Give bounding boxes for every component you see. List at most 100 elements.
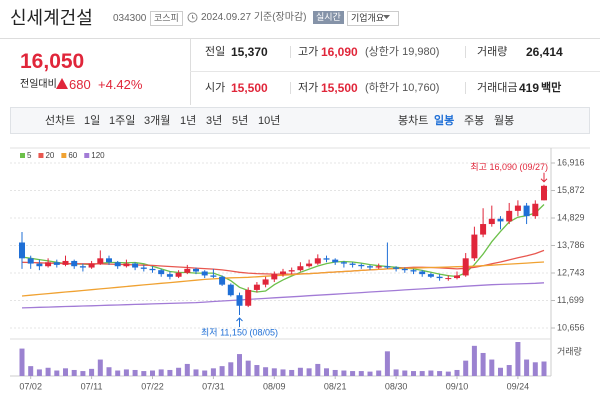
period-tab[interactable]: 3년 xyxy=(206,115,223,127)
tab-label: 봉차트 xyxy=(398,115,429,127)
candle-body xyxy=(462,258,469,276)
volume-bar xyxy=(324,368,329,376)
candle-body xyxy=(253,284,260,290)
candle-body xyxy=(88,263,95,268)
summary-label: 고가 xyxy=(298,46,319,58)
volume-bar xyxy=(150,370,155,376)
tab-bar xyxy=(10,107,590,134)
candle-body xyxy=(323,258,330,260)
candle-body xyxy=(36,263,43,267)
volume-bar xyxy=(123,369,129,376)
overview-label: 기업개요 xyxy=(351,13,385,23)
summary-value: 16,090 xyxy=(321,45,358,59)
candle-body xyxy=(436,276,443,279)
candle-body xyxy=(71,260,78,267)
volume-bar xyxy=(297,367,303,376)
ma-line xyxy=(21,282,545,309)
volume-bar xyxy=(515,342,521,376)
change: 680 xyxy=(69,77,91,92)
x-tick-label: 09/24 xyxy=(507,381,530,391)
volume-label: 거래량 xyxy=(557,345,582,356)
volume-bar xyxy=(367,371,373,376)
volume-bar xyxy=(202,370,208,376)
period-tab[interactable]: 1년 xyxy=(180,115,197,127)
volume-bar xyxy=(532,362,538,376)
volume-bar xyxy=(167,369,173,376)
candle-body xyxy=(123,263,130,267)
volume-bar xyxy=(428,370,434,376)
candle-body xyxy=(454,275,460,279)
volume-bar xyxy=(176,367,182,376)
y-tick-label: 12,743 xyxy=(557,267,585,277)
candle-body xyxy=(523,205,530,217)
legend-swatch xyxy=(61,153,67,158)
volume-bar xyxy=(71,369,77,376)
candle-body xyxy=(532,203,539,217)
volume-bar xyxy=(350,371,356,376)
date: 2024.09.27 기준(장마감) xyxy=(201,12,307,23)
stock-code: 034300 xyxy=(113,13,147,24)
candle-body xyxy=(149,268,156,271)
volume-bar xyxy=(541,361,547,376)
divider xyxy=(465,46,466,58)
volume-bar xyxy=(97,359,103,376)
x-tick-label: 08/30 xyxy=(385,381,408,391)
period-tab[interactable]: 3개월 xyxy=(144,115,171,127)
volume-bar xyxy=(36,369,42,376)
candle-body xyxy=(27,258,34,264)
volume-bar xyxy=(402,370,408,376)
volume-bar xyxy=(376,370,382,376)
candle-body xyxy=(236,295,243,306)
summary-extra: (하한가 10,760) xyxy=(365,82,440,94)
realtime-button[interactable]: 실시간 xyxy=(313,11,344,24)
volume-bar xyxy=(437,371,443,376)
volume-bar xyxy=(454,369,460,376)
divider xyxy=(190,71,600,72)
volume-bar xyxy=(480,352,486,376)
period-tab[interactable]: 1주일 xyxy=(109,115,136,127)
volume-bar xyxy=(210,368,216,376)
candle-body xyxy=(62,260,69,265)
summary-value: 419 xyxy=(519,81,540,95)
summary-value: 26,414 xyxy=(526,45,563,59)
summary-label: 전일 xyxy=(205,46,226,58)
candle-body xyxy=(106,258,112,263)
period-tab[interactable]: 1일 xyxy=(84,115,101,127)
legend-label: 5 xyxy=(27,151,32,160)
candle-body xyxy=(210,275,217,277)
volume-bar xyxy=(45,367,51,376)
arrow xyxy=(540,172,548,183)
candle-body xyxy=(393,267,400,269)
summary-value: 15,370 xyxy=(231,45,268,59)
market-badge: 코스피 xyxy=(150,11,183,26)
divider xyxy=(290,46,291,58)
candle-body xyxy=(79,266,86,268)
candle-body xyxy=(271,274,278,280)
summary-label: 저가 xyxy=(298,82,319,94)
candle-body xyxy=(201,271,208,276)
candle-body xyxy=(541,185,547,201)
candle-body xyxy=(219,276,226,285)
divider xyxy=(0,38,600,39)
period-tab[interactable]: 10년 xyxy=(258,115,281,127)
volume-bar xyxy=(358,371,364,376)
volume-bar xyxy=(132,369,138,376)
stock-name: 신세계건설 xyxy=(10,8,93,28)
divider xyxy=(190,39,191,105)
chart: 10,656 11,699 12,743 13,786 14,829 15,872 16,9… xyxy=(10,147,590,391)
candle-tab[interactable]: 일봉 xyxy=(434,115,455,127)
clock-icon xyxy=(187,12,198,23)
volume-bar xyxy=(489,359,495,376)
volume-bar xyxy=(219,366,225,376)
volume-bar xyxy=(332,369,338,376)
overview-button[interactable]: 기업개요 xyxy=(347,11,400,26)
period-tab[interactable]: 5년 xyxy=(232,115,249,127)
candle-body xyxy=(488,218,495,225)
summary-extra: (상한가 19,980) xyxy=(365,46,440,58)
candle-tab[interactable]: 주봉 xyxy=(464,115,485,127)
change-label: 전일대비 xyxy=(20,79,57,90)
up-triangle xyxy=(56,78,68,89)
candle-body xyxy=(297,266,304,271)
volume-bar xyxy=(384,351,390,376)
candle-tab[interactable]: 월봉 xyxy=(494,115,515,127)
